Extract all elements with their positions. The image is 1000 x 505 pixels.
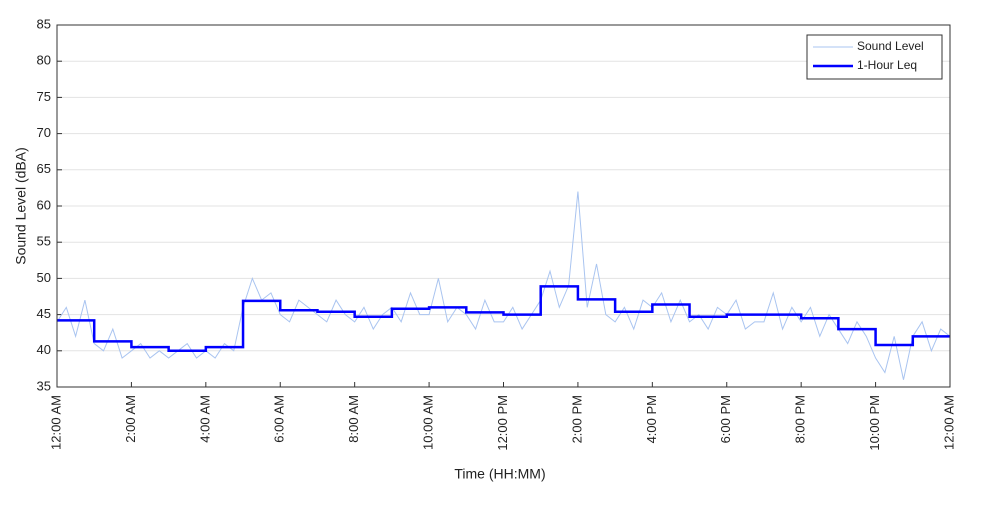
y-tick-label: 85 [37, 16, 51, 31]
x-tick-label: 8:00 AM [346, 395, 361, 443]
y-tick-label: 55 [37, 234, 51, 249]
y-tick-label: 65 [37, 161, 51, 176]
plot-frame [56, 24, 951, 388]
x-tick-label: 2:00 PM [569, 395, 584, 443]
x-tick-label: 12:00 PM [495, 395, 510, 451]
y-axis-label: Sound Level (dBA) [13, 147, 29, 265]
legend-label: Sound Level [857, 39, 924, 53]
x-tick-label: 12:00 AM [48, 395, 63, 450]
y-tick-label: 35 [37, 378, 51, 393]
series-line [57, 285, 950, 353]
y-tick-label: 50 [37, 270, 51, 285]
y-tick-label: 45 [37, 306, 51, 321]
x-tick-label: 6:00 AM [272, 395, 287, 443]
x-tick-label: 4:00 AM [197, 395, 212, 443]
x-tick-label: 10:00 AM [421, 395, 436, 450]
x-tick-label: 4:00 PM [644, 395, 659, 443]
y-tick-label: 75 [37, 89, 51, 104]
x-tick-label: 6:00 PM [718, 395, 733, 443]
x-tick-label: 12:00 AM [941, 395, 956, 450]
y-tick-label: 40 [37, 342, 51, 357]
y-tick-label: 80 [37, 53, 51, 68]
x-tick-label: 10:00 PM [867, 395, 882, 451]
legend-box [806, 34, 943, 80]
x-tick-label: 8:00 PM [793, 395, 808, 443]
x-axis-label: Time (HH:MM) [454, 466, 545, 482]
y-tick-label: 70 [37, 125, 51, 140]
x-tick-label: 2:00 AM [123, 395, 138, 443]
legend-label: 1-Hour Leq [857, 58, 917, 72]
y-tick-label: 60 [37, 197, 51, 212]
